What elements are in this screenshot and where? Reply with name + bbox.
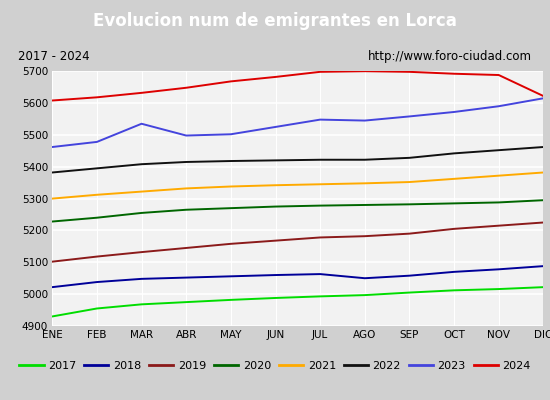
Text: http://www.foro-ciudad.com: http://www.foro-ciudad.com <box>368 50 532 63</box>
Legend: 2017, 2018, 2019, 2020, 2021, 2022, 2023, 2024: 2017, 2018, 2019, 2020, 2021, 2022, 2023… <box>15 356 535 375</box>
Text: Evolucion num de emigrantes en Lorca: Evolucion num de emigrantes en Lorca <box>93 12 457 30</box>
Text: 2017 - 2024: 2017 - 2024 <box>18 50 90 63</box>
